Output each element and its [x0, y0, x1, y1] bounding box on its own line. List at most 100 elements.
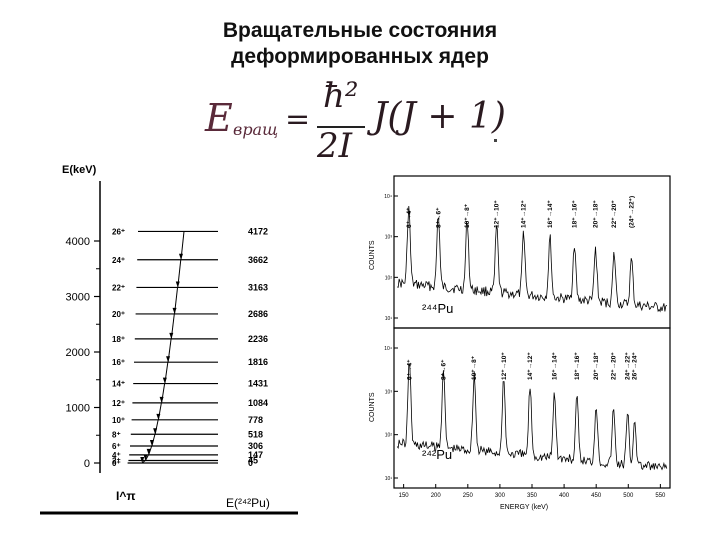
- spectrum-y-tick-label: 10¹: [385, 316, 393, 322]
- slide-title: Вращательные состояния деформированных я…: [0, 18, 720, 70]
- spectrum-peak-label: 26⁺→24⁺: [632, 352, 639, 380]
- spectra-y-label-top: COUNTS: [369, 240, 376, 270]
- spectrum-x-tick-label: 400: [559, 493, 570, 499]
- level-energy-label: 0: [248, 458, 253, 468]
- level-spin-label: 4⁺: [112, 451, 121, 460]
- spectrum-peak-label: 10⁺→8⁺: [471, 355, 478, 380]
- spectrum-x-tick-label: 200: [431, 493, 442, 499]
- spectrum-top-panel: 10⁴ 10³ 10² 10¹ 6⁺→4⁺ 8⁺→6⁺ 10⁺→8⁺ 12⁺→10⁺ 14⁺→1…: [384, 175, 671, 329]
- formula-denominator: 2I: [317, 126, 353, 166]
- level-energy-label: 518: [248, 429, 263, 439]
- transition-arrowhead: [156, 413, 161, 420]
- spectrum-peak-label: 8⁺→6⁺: [440, 359, 447, 380]
- spectrum-peak-label: 16⁺→14⁺: [547, 200, 554, 228]
- spectrum-y-tick-label: 10¹: [385, 476, 393, 482]
- level-spin-label: 8⁺: [112, 430, 121, 439]
- level-bottom-label: E(²⁴²Pu): [226, 496, 270, 510]
- spectrum-bottom-isotope: ²⁴²Pu: [422, 447, 452, 462]
- formula-fraction-bar: [317, 126, 365, 128]
- spectrum-y-tick-label: 10³: [385, 389, 393, 395]
- spectrum-x-tick-label: 350: [527, 493, 538, 499]
- spectra-x-label: ENERGY (keV): [500, 504, 548, 511]
- transition-arrowhead: [140, 457, 145, 463]
- formula-numerator: ħ²: [323, 76, 359, 116]
- transition-arrowhead: [153, 428, 158, 435]
- transition-arrowhead: [169, 332, 174, 339]
- level-axis-tick-label: 3000: [66, 292, 90, 304]
- spectrum-peak-label: 18⁺→16⁺: [574, 352, 581, 380]
- spectrum-peak-label: 22⁺→20⁺: [611, 200, 618, 228]
- formula-rhs: J(J + 1): [373, 96, 506, 137]
- level-energy-label: 1431: [248, 379, 268, 389]
- spectrum-y-tick-label: 10⁴: [384, 194, 392, 200]
- spectrum-peak-label: 8⁺→6⁺: [435, 207, 442, 228]
- transition-arrowhead: [166, 356, 171, 363]
- spectrum-y-tick-label: 10²: [385, 433, 393, 439]
- level-spin-label: 24⁺: [112, 256, 125, 265]
- transition-arrowhead: [159, 396, 164, 403]
- level-energy-label: 45: [248, 456, 258, 466]
- transition-arrowhead: [179, 253, 183, 260]
- level-spin-label: 2⁺: [112, 457, 121, 466]
- transition-arrow: [148, 445, 153, 456]
- level-spin-label: 14⁺: [112, 380, 125, 389]
- level-energy-label: 1084: [248, 398, 268, 408]
- level-spin-label: 10⁺: [112, 416, 125, 425]
- level-energy-label: 3163: [248, 282, 268, 292]
- transition-arrow: [141, 460, 146, 464]
- level-energy-label: 306: [248, 441, 263, 451]
- transition-arrowhead: [146, 448, 151, 455]
- level-spin-label: 6⁺: [112, 442, 121, 451]
- spectrum-peak-label: 16⁺→14⁺: [551, 352, 558, 380]
- spectrum-peak-label: 20⁺→18⁺: [593, 200, 600, 228]
- spectrum-peak-label: 20⁺→18⁺: [593, 352, 600, 380]
- spectrum-peak-label: 12⁺→10⁺: [494, 200, 501, 228]
- transition-arrowhead: [172, 307, 177, 314]
- level-energy-label: 3662: [248, 255, 268, 265]
- spectrum-x-tick-label: 550: [655, 493, 666, 499]
- spectrum-x-tick-label: 450: [591, 493, 602, 499]
- formula-equals: =: [285, 102, 311, 137]
- spectrum-peak-label: (24⁺→22⁺): [628, 196, 635, 228]
- level-axis-tick-label: 2000: [66, 347, 90, 359]
- level-lines: 26⁺ 4172 24⁺ 3662 22⁺ 3163 20⁺ 2686 18⁺ 2236 16⁺ 18…: [112, 226, 268, 468]
- transition-arrows: [140, 231, 185, 464]
- spectrum-peak-label: 10⁺→8⁺: [464, 203, 471, 228]
- transition-arrowhead: [143, 454, 148, 461]
- level-axis-ticks: 4000 3000 2000 1000 0: [66, 236, 100, 470]
- transition-arrow: [145, 454, 149, 461]
- level-spin-label: 12⁺: [112, 399, 125, 408]
- spectrum-peak-label: 24⁺→22⁺: [625, 352, 632, 380]
- spectrum-top-isotope: ²⁴⁴Pu: [422, 301, 453, 316]
- transition-arrowhead: [175, 281, 180, 288]
- spectrum-x-tick-label: 250: [463, 493, 474, 499]
- spectrum-peak-label: 22⁺→20⁺: [611, 352, 618, 380]
- spectrum-peak-label: 18⁺→16⁺: [571, 200, 578, 228]
- level-spin-label: 26⁺: [112, 227, 125, 236]
- level-energy-label: 1816: [248, 357, 268, 367]
- level-spin-label: 22⁺: [112, 283, 125, 292]
- level-axis-tick-label: 1000: [66, 403, 90, 415]
- spectrum-y-tick-label: 10⁴: [384, 346, 392, 352]
- level-spin-label: 0⁺: [112, 459, 121, 468]
- title-line-1: Вращательные состояния: [222, 19, 498, 42]
- level-spin-label: 20⁺: [112, 310, 125, 319]
- level-axis-tick-label: 0: [84, 458, 90, 470]
- level-spin-label: 18⁺: [112, 335, 125, 344]
- level-energy-label: 4172: [248, 226, 268, 236]
- spectrum-peak-label: 6⁺→4⁺: [406, 359, 413, 380]
- spectrum-bottom-panel: 10⁴ 10³ 10² 10¹ 6⁺→4⁺ 8⁺→6⁺ 10⁺→8⁺ 12⁺→10⁺ 14⁺→1…: [384, 327, 671, 499]
- rotational-energy-formula: E вращ = ħ² 2I J(J + 1): [205, 76, 506, 166]
- spectrum-peak-label: 12⁺→10⁺: [501, 352, 508, 380]
- spin-parity-label: I^π: [116, 489, 136, 503]
- transition-arrowhead: [149, 440, 154, 447]
- title-line-2: деформированных ядер: [231, 45, 489, 68]
- spectrum-x-tick-label: 500: [623, 493, 634, 499]
- level-axis-label: E(keV): [62, 164, 97, 176]
- level-spin-label: 16⁺: [112, 358, 125, 367]
- spectrum-peak-label: 14⁺→12⁺: [521, 200, 528, 228]
- spectrum-trace: [396, 363, 668, 471]
- level-energy-label: 2686: [248, 309, 268, 319]
- formula-lhs-subscript: вращ: [233, 120, 279, 139]
- spectrum-y-tick-label: 10³: [385, 235, 393, 241]
